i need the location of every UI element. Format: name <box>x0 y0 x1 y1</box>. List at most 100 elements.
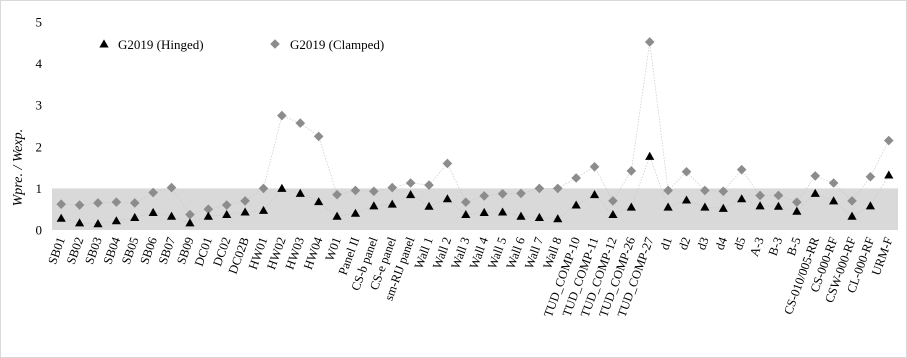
legend-label-clamped: G2019 (Clamped) <box>290 37 384 52</box>
data-point-clamped <box>571 173 581 183</box>
data-point-clamped <box>626 166 637 176</box>
data-point-clamped <box>240 196 250 206</box>
data-point-hinged <box>295 188 305 197</box>
y-tick-label: 3 <box>36 98 43 113</box>
data-point-clamped <box>185 209 195 220</box>
data-point-clamped <box>277 110 287 121</box>
data-point-clamped <box>718 186 729 197</box>
data-point-clamped <box>258 183 269 194</box>
data-point-hinged <box>369 201 379 210</box>
x-tick-label: B-3 <box>766 235 786 257</box>
data-point-clamped <box>424 180 434 190</box>
data-point-hinged <box>203 211 213 220</box>
data-point-hinged <box>829 196 839 205</box>
legend-label-hinged: G2019 (Hinged) <box>118 37 204 52</box>
data-point-clamped <box>129 198 140 208</box>
data-point-hinged <box>442 194 453 203</box>
legend-marker-triangle <box>99 39 109 48</box>
data-point-hinged <box>608 210 618 219</box>
series-markers <box>56 37 894 228</box>
data-point-hinged <box>479 207 489 216</box>
data-point-clamped <box>589 161 600 172</box>
data-point-clamped <box>608 196 618 206</box>
data-point-hinged <box>314 197 324 206</box>
x-tick-label: d1 <box>657 235 674 252</box>
y-tick-label: 4 <box>36 56 43 71</box>
data-point-hinged <box>277 183 287 192</box>
series-lines <box>61 41 890 225</box>
data-point-hinged <box>571 200 581 209</box>
data-point-hinged <box>865 201 876 210</box>
legend-item-clamped: G2019 (Clamped) <box>270 37 384 52</box>
data-point-clamped <box>405 178 416 188</box>
data-point-hinged <box>681 195 692 204</box>
data-point-hinged <box>810 188 820 197</box>
data-point-hinged <box>166 211 177 220</box>
y-tick-label: 5 <box>36 15 43 30</box>
data-point-clamped <box>56 199 66 210</box>
data-point-clamped <box>865 171 876 182</box>
data-point-clamped <box>516 188 526 199</box>
data-point-hinged <box>130 212 140 221</box>
x-tick-label: A-3 <box>747 235 767 258</box>
data-point-hinged <box>755 201 765 210</box>
data-point-hinged <box>773 201 784 210</box>
data-point-hinged <box>111 216 121 225</box>
x-axis-labels: SB01SB02SB03SB04SB05SB06SB07SB09DC01DC02… <box>45 235 895 319</box>
data-point-clamped <box>166 182 177 193</box>
data-point-hinged <box>553 214 563 223</box>
data-point-clamped <box>736 164 747 175</box>
data-point-clamped <box>552 183 563 194</box>
data-point-clamped <box>847 196 857 206</box>
data-point-clamped <box>350 185 361 196</box>
data-point-clamped <box>442 158 453 169</box>
x-tick-label: d4 <box>713 235 731 252</box>
y-tick-label: 1 <box>36 181 43 196</box>
data-point-hinged <box>534 212 544 221</box>
data-point-hinged <box>718 203 728 212</box>
data-point-clamped <box>387 182 398 193</box>
data-point-hinged <box>589 190 600 199</box>
data-point-hinged <box>387 199 397 208</box>
x-tick-label: d5 <box>731 235 748 252</box>
data-point-hinged <box>93 219 103 228</box>
data-point-clamped <box>810 171 821 181</box>
data-point-hinged <box>222 210 232 219</box>
data-point-hinged <box>645 151 655 160</box>
data-point-clamped <box>884 135 894 146</box>
series-line-hinged <box>61 155 890 225</box>
data-point-hinged <box>424 201 434 210</box>
data-point-clamped <box>663 185 673 196</box>
data-point-clamped <box>534 183 545 194</box>
y-tick-label: 0 <box>36 223 43 238</box>
data-point-hinged <box>148 207 158 216</box>
data-point-clamped <box>203 204 214 214</box>
data-point-hinged <box>737 194 747 203</box>
data-point-clamped <box>497 189 508 199</box>
legend: G2019 (Hinged) G2019 (Clamped) <box>99 37 384 52</box>
y-tick-label: 2 <box>36 139 43 154</box>
x-tick-label: d2 <box>676 235 693 252</box>
data-point-hinged <box>663 202 673 211</box>
data-point-hinged <box>74 218 85 227</box>
data-point-clamped <box>295 118 306 128</box>
data-point-hinged <box>332 211 342 220</box>
data-point-clamped <box>461 197 471 207</box>
legend-marker-diamond <box>270 39 280 49</box>
series-line-clamped <box>61 41 890 216</box>
data-point-hinged <box>497 207 508 216</box>
data-point-clamped <box>700 185 710 196</box>
data-point-clamped <box>93 198 103 208</box>
data-point-hinged <box>461 210 471 219</box>
x-tick-label: d3 <box>694 235 711 252</box>
y-axis-label: Wpre. / Wexp. <box>11 129 26 207</box>
data-point-clamped <box>111 197 122 207</box>
data-point-clamped <box>792 197 802 207</box>
data-point-clamped <box>828 178 839 188</box>
data-point-hinged <box>56 213 66 222</box>
data-point-clamped <box>755 190 765 201</box>
x-tick-label: B-5 <box>784 235 804 257</box>
data-point-hinged <box>240 207 250 216</box>
data-point-hinged <box>185 218 195 227</box>
